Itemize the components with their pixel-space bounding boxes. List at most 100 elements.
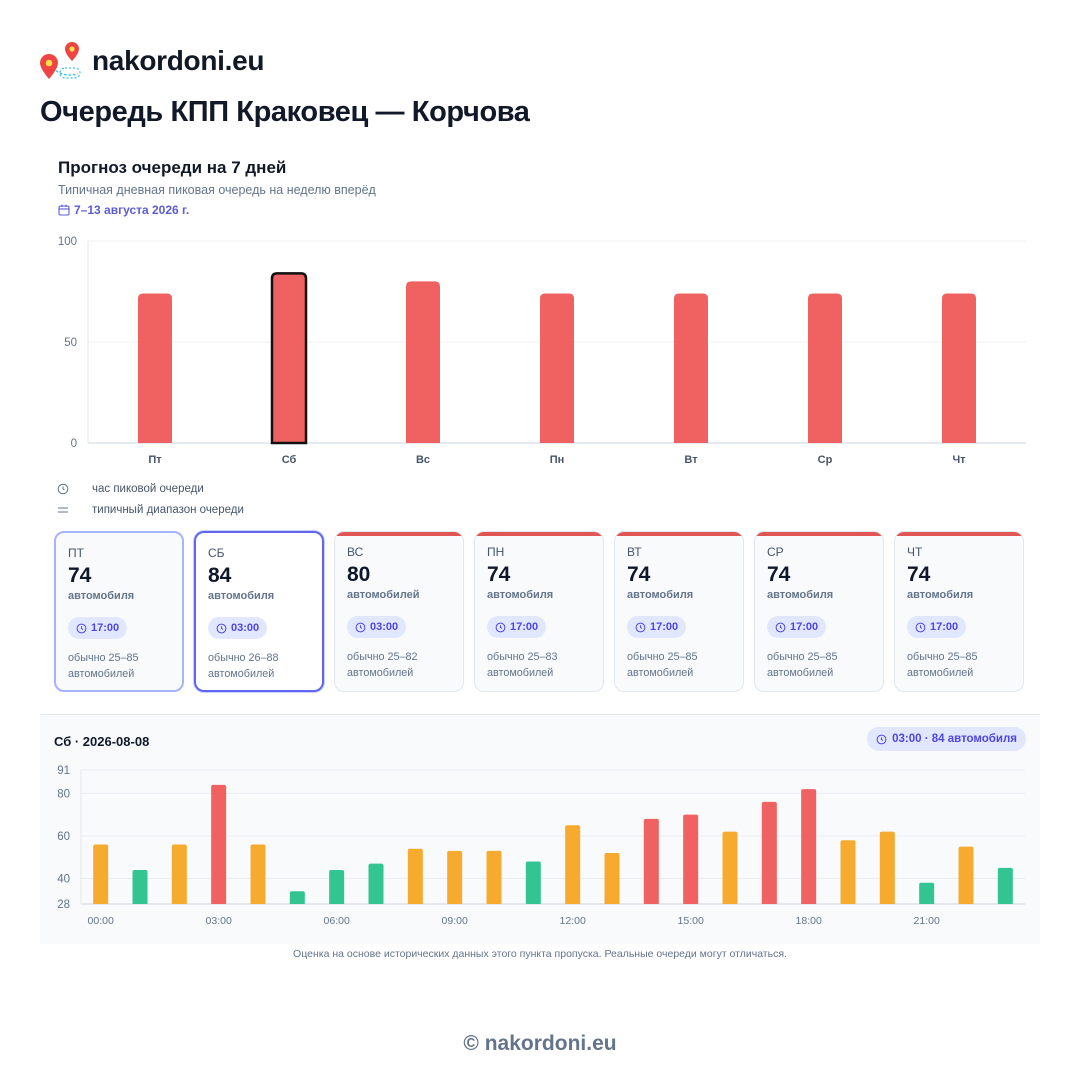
peak-hour: 03:00 bbox=[370, 621, 399, 633]
clock-icon bbox=[915, 622, 926, 632]
y-tick-label: 60 bbox=[57, 831, 70, 843]
disclaimer: Оценка на основе исторических данных это… bbox=[293, 948, 787, 960]
clock-icon bbox=[76, 623, 87, 633]
bar-Пт bbox=[138, 293, 172, 443]
hour-bar-0500 bbox=[289, 891, 305, 904]
peak-hour-pill: 17:00 bbox=[627, 616, 687, 638]
card-level-bar bbox=[755, 532, 883, 536]
peak-hour: 17:00 bbox=[790, 621, 819, 633]
weekly-forecast-chart: 0 50 100 Пт Сб Вс Пн Вт Ср Чт bbox=[58, 236, 1026, 466]
clock-icon bbox=[216, 623, 227, 633]
day-card-tue[interactable]: ВТ 74 автомобиля 17:00 обычно 25–85 авто… bbox=[614, 531, 744, 692]
footer-copyright: © nakordoni.eu bbox=[463, 1032, 617, 1055]
clock-icon bbox=[635, 622, 646, 632]
day-card-thu[interactable]: ЧТ 74 автомобиля 17:00 обычно 25–85 авто… bbox=[894, 531, 1024, 692]
hour-bar-0000 bbox=[93, 844, 109, 904]
day-name: ПТ bbox=[68, 546, 84, 560]
detail-peak-text: 03:00 · 84 автомобиля bbox=[892, 733, 1017, 745]
hour-bar-1900 bbox=[840, 840, 856, 904]
day-unit: автомобиля bbox=[208, 590, 275, 602]
x-tick-label: 18:00 bbox=[796, 915, 822, 927]
forecast-dates: 7–13 августа 2026 г. bbox=[58, 203, 189, 217]
peak-hour: 17:00 bbox=[91, 622, 120, 634]
peak-hour: 03:00 bbox=[231, 622, 260, 634]
y-tick-label: 80 bbox=[57, 788, 70, 800]
peak-hour-pill: 17:00 bbox=[907, 616, 967, 638]
x-tick-label: Сб bbox=[282, 454, 297, 466]
day-name: ВТ bbox=[627, 545, 642, 559]
map-pins-logo-icon bbox=[40, 42, 81, 79]
card-level-bar bbox=[335, 532, 463, 536]
typical-range: обычно 25–85 автомобилей bbox=[767, 651, 838, 679]
hour-bar-1100 bbox=[525, 861, 541, 904]
hour-bar-0200 bbox=[171, 844, 187, 904]
hour-bar-0900 bbox=[447, 850, 463, 904]
day-card-wed[interactable]: СР 74 автомобиля 17:00 обычно 25–85 авто… bbox=[754, 531, 884, 692]
day-card-sat[interactable]: СБ 84 автомобиля 03:00 обычно 26–88 авто… bbox=[194, 531, 324, 692]
peak-hour: 17:00 bbox=[650, 621, 679, 633]
day-card-sun[interactable]: ВС 80 автомобилей 03:00 обычно 25–82 авт… bbox=[334, 531, 464, 692]
x-tick-label: 03:00 bbox=[206, 915, 232, 927]
hour-bar-0800 bbox=[407, 848, 423, 904]
day-value: 74 bbox=[627, 563, 651, 586]
hour-bar-1800 bbox=[801, 789, 817, 904]
detail-title: Сб · 2026-08-08 bbox=[54, 734, 150, 749]
peak-hour-pill: 17:00 bbox=[767, 616, 827, 638]
hourly-queue-chart: 28 40 60 80 91 00:00 03:00 06:00 09:00 12:00 15:00… bbox=[57, 765, 1025, 927]
hour-bar-0400 bbox=[250, 844, 266, 904]
forecast-subtitle: Типичная дневная пиковая очередь на неде… bbox=[58, 183, 376, 197]
bar-Вт bbox=[674, 293, 708, 443]
hour-bar-2300 bbox=[997, 867, 1013, 904]
hour-bar-2100 bbox=[919, 882, 935, 904]
typical-range: обычно 25–82 автомобилей bbox=[347, 651, 418, 679]
y-tick-label: 0 bbox=[71, 438, 77, 450]
hour-bar-1600 bbox=[722, 831, 738, 904]
day-card-fri[interactable]: ПТ 74 автомобиля 17:00 обычно 25–85 авто… bbox=[54, 531, 184, 692]
peak-hour-pill: 03:00 bbox=[347, 616, 407, 638]
day-unit: автомобилей bbox=[347, 589, 420, 601]
hour-bar-0100 bbox=[132, 869, 148, 904]
typical-range: обычно 25–85 автомобилей bbox=[907, 651, 978, 679]
day-card-mon[interactable]: ПН 74 автомобиля 17:00 обычно 25–83 авто… bbox=[474, 531, 604, 692]
day-value: 74 bbox=[68, 564, 92, 587]
y-tick-label: 28 bbox=[57, 899, 70, 911]
day-value: 74 bbox=[907, 563, 931, 586]
peak-hour: 17:00 bbox=[510, 621, 539, 633]
forecast-dates-text: 7–13 августа 2026 г. bbox=[74, 203, 190, 217]
day-name: ПН bbox=[487, 545, 505, 559]
day-unit: автомобиля bbox=[767, 589, 834, 601]
legend-typical-range: типичный диапазон очереди bbox=[56, 503, 244, 517]
y-tick-label: 50 bbox=[64, 337, 77, 349]
day-unit: автомобиля bbox=[627, 589, 694, 601]
bar-Чт bbox=[942, 293, 976, 443]
day-value: 80 bbox=[347, 563, 371, 586]
day-name: СБ bbox=[208, 546, 225, 560]
bar-Пн bbox=[540, 293, 574, 443]
bar-Сб bbox=[270, 272, 308, 445]
hour-bar-0600 bbox=[329, 869, 345, 904]
hour-bar-1000 bbox=[486, 850, 502, 904]
brand-name: nakordoni.eu bbox=[92, 45, 265, 76]
y-tick-label: 40 bbox=[57, 873, 70, 885]
x-tick-label: 06:00 bbox=[324, 915, 350, 927]
x-tick-label: Чт bbox=[952, 454, 966, 466]
x-tick-label: Вс bbox=[416, 454, 430, 466]
card-level-bar bbox=[475, 532, 603, 536]
x-tick-label: Пт bbox=[148, 454, 162, 466]
legend-typical-range-label: типичный диапазон очереди bbox=[92, 504, 244, 516]
day-detail-panel: Сб · 2026-08-08 03:00 · 84 автомобиля 28… bbox=[40, 714, 1040, 944]
clock-icon bbox=[56, 482, 70, 496]
typical-range: обычно 26–88 автомобилей bbox=[208, 652, 279, 680]
forecast-title: Прогноз очереди на 7 дней bbox=[58, 158, 287, 177]
brand[interactable]: nakordoni.eu bbox=[38, 40, 265, 82]
bar-Вс bbox=[406, 281, 440, 443]
page-title: Очередь КПП Краковец — Корчова bbox=[40, 96, 530, 128]
hour-bar-2200 bbox=[958, 846, 974, 904]
day-unit: автомобиля bbox=[487, 589, 554, 601]
day-value: 74 bbox=[487, 563, 511, 586]
equals-icon bbox=[56, 503, 70, 517]
hour-bar-1700 bbox=[761, 801, 777, 904]
x-tick-label: Пн bbox=[550, 454, 565, 466]
hour-bar-1400 bbox=[643, 818, 659, 904]
typical-range: обычно 25–83 автомобилей bbox=[487, 651, 558, 679]
